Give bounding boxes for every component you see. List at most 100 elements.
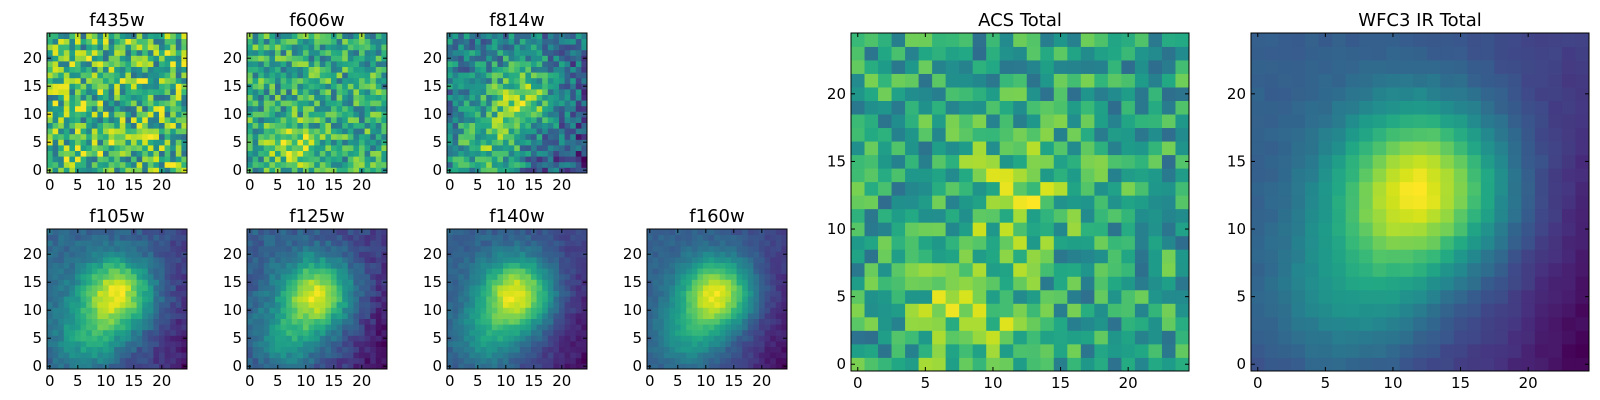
heatmap-cell: [669, 363, 676, 370]
heatmap-cell: [731, 234, 737, 241]
heatmap-cell: [932, 222, 947, 237]
heatmap-cell: [97, 66, 104, 73]
heatmap-cell: [514, 83, 521, 90]
heatmap-cell: [686, 335, 693, 342]
heatmap-cell: [308, 94, 315, 101]
heatmap-cell: [97, 128, 104, 135]
heatmap-cell: [742, 285, 749, 291]
heatmap-cell: [247, 72, 253, 79]
heatmap-cell: [525, 156, 532, 163]
heatmap-cell: [247, 128, 253, 135]
heatmap-cell: [247, 346, 253, 353]
x-tick-label: 0: [45, 372, 55, 390]
heatmap-cell: [375, 145, 382, 151]
heatmap-cell: [336, 128, 343, 135]
heatmap-cell: [319, 33, 326, 39]
heatmap-cell: [58, 117, 65, 123]
heatmap-cell: [714, 257, 721, 263]
heatmap-cell: [136, 245, 143, 252]
heatmap-cell: [303, 55, 309, 62]
y-tick-label: 0: [232, 357, 242, 375]
heatmap-cell: [725, 229, 732, 235]
heatmap-cell: [547, 324, 554, 331]
heatmap-cell: [258, 240, 265, 247]
heatmap-cell: [314, 72, 321, 79]
heatmap-cell: [764, 324, 771, 331]
heatmap-cell: [1148, 316, 1163, 331]
heatmap-cell: [258, 55, 265, 62]
heatmap-cell: [175, 161, 182, 168]
heatmap-cell: [252, 346, 259, 353]
heatmap-cell: [759, 234, 765, 241]
heatmap-cell: [136, 49, 143, 56]
heatmap-cell: [153, 313, 160, 319]
heatmap-cell: [680, 301, 687, 308]
heatmap-cell: [75, 335, 81, 342]
heatmap-cell: [658, 346, 665, 353]
heatmap-cell: [764, 245, 771, 252]
heatmap-cell: [80, 285, 87, 291]
heatmap-cell: [891, 154, 906, 169]
heatmap-cell: [581, 318, 588, 325]
heatmap-cell: [691, 234, 698, 241]
heatmap-cell: [164, 44, 171, 51]
heatmap-cell: [147, 156, 154, 163]
heatmap-cell: [91, 363, 98, 370]
heatmap-cell: [119, 251, 126, 258]
x-tick-label: 15: [124, 372, 143, 390]
heatmap-cell: [131, 234, 137, 241]
heatmap-cell: [108, 313, 115, 319]
heatmap-cell: [542, 128, 549, 135]
heatmap-cell: [370, 139, 377, 146]
heatmap-cell: [58, 145, 65, 151]
heatmap-cell: [63, 83, 70, 90]
heatmap-cell: [375, 262, 382, 269]
heatmap-cell: [147, 83, 154, 90]
heatmap-cell: [775, 335, 782, 342]
heatmap-cell: [170, 145, 177, 151]
heatmap-cell: [458, 122, 465, 129]
heatmap-cell: [258, 301, 265, 308]
heatmap-cell: [370, 117, 377, 123]
heatmap-cell: [714, 301, 721, 308]
heatmap-cell: [381, 49, 388, 56]
heatmap-cell: [452, 335, 459, 342]
heatmap-cell: [75, 268, 81, 275]
heatmap-cell: [336, 273, 343, 280]
x-tick-label: 5: [273, 372, 283, 390]
heatmap-cell: [370, 61, 377, 67]
heatmap-cell: [247, 66, 253, 73]
heatmap-cell: [103, 352, 109, 359]
heatmap-cell: [370, 352, 377, 359]
heatmap-cell: [864, 316, 879, 331]
heatmap-cell: [52, 324, 59, 331]
heatmap-cell: [91, 128, 98, 135]
x-tick-label: 5: [473, 372, 483, 390]
heatmap-cell: [575, 105, 582, 112]
heatmap-cell: [258, 44, 265, 51]
heatmap-cell: [691, 268, 698, 275]
heatmap-cell: [308, 89, 315, 95]
heatmap-cell: [375, 352, 382, 359]
heatmap-cell: [136, 318, 143, 325]
y-tick-label: 0: [432, 161, 442, 179]
heatmap-cell: [663, 301, 670, 308]
heatmap-cell: [497, 318, 504, 325]
heatmap-cell: [669, 234, 676, 241]
heatmap-cell: [263, 128, 270, 135]
heatmap-cell: [463, 352, 470, 359]
heatmap-cell: [159, 245, 165, 252]
heatmap-cell: [280, 262, 287, 269]
heatmap-cell: [486, 139, 493, 146]
heatmap-cell: [463, 105, 470, 112]
heatmap-cell: [258, 273, 265, 280]
heatmap-cell: [570, 105, 577, 112]
heatmap-cell: [775, 324, 782, 331]
heatmap-cell: [514, 128, 521, 135]
heatmap-cell: [542, 61, 549, 67]
heatmap-cell: [652, 268, 659, 275]
heatmap-cell: [686, 313, 693, 319]
heatmap-cell: [86, 49, 93, 56]
heatmap-cell: [164, 257, 171, 263]
heatmap-cell: [536, 363, 543, 370]
